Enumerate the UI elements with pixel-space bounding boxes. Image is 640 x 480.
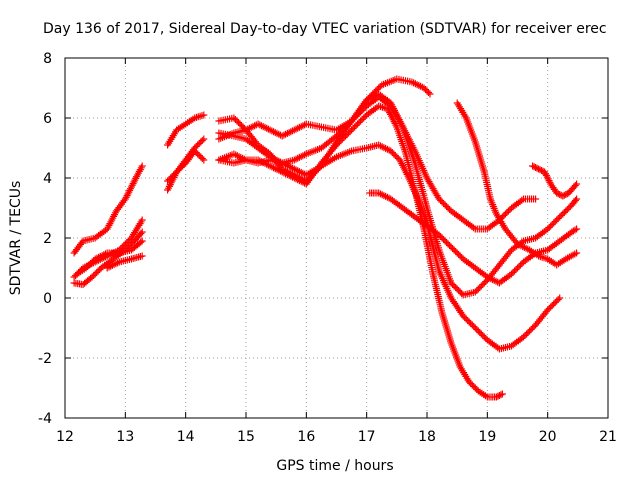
y-tick-label: 4 (43, 171, 52, 187)
x-tick-label: 21 (599, 429, 617, 445)
y-tick-label: 8 (43, 51, 52, 67)
grid (65, 58, 608, 418)
x-tick-label: 16 (297, 429, 315, 445)
y-tick-label: 0 (43, 291, 52, 307)
point-marker (366, 189, 581, 287)
chart-title: Day 136 of 2017, Sidereal Day-to-day VTE… (43, 21, 607, 37)
axis-ticks: 12 13 14 15 16 17 18 19 20 21 -4 -2 0 2 4 6 8 (38, 51, 617, 445)
x-tick-label: 15 (237, 429, 255, 445)
y-tick-label: -4 (38, 411, 52, 427)
series-arc-15 (453, 99, 581, 269)
series-arc-4 (73, 237, 146, 278)
series-arc-16 (529, 162, 581, 200)
point-marker (164, 147, 208, 185)
x-tick-label: 13 (116, 429, 134, 445)
x-tick-label: 12 (56, 429, 74, 445)
data-points (70, 75, 581, 401)
x-tick-label: 18 (418, 429, 436, 445)
plot-frame (64, 57, 609, 419)
point-marker (164, 111, 208, 149)
series-arc-6 (164, 111, 208, 149)
x-tick-label: 17 (358, 429, 376, 445)
point-marker (70, 162, 146, 257)
series-arc-11 (215, 90, 581, 299)
y-tick-label: 2 (43, 231, 52, 247)
point-marker (215, 102, 506, 401)
y-tick-label: 6 (43, 111, 52, 127)
x-tick-label: 19 (478, 429, 496, 445)
x-tick-label: 14 (177, 429, 195, 445)
series-arc-5 (103, 252, 146, 272)
point-marker (529, 162, 581, 200)
x-axis-label: GPS time / hours (276, 458, 393, 474)
y-tick-label: -2 (38, 351, 52, 367)
point-marker (73, 237, 146, 278)
series-arc-8 (164, 147, 208, 185)
series-arc-14 (366, 189, 581, 287)
point-marker (215, 90, 581, 299)
point-marker (103, 252, 146, 272)
y-axis-label: SDTVAR / TECUs (8, 181, 24, 296)
series-arc-13 (215, 102, 506, 401)
series-arc-1 (70, 162, 146, 257)
x-tick-label: 20 (539, 429, 557, 445)
point-marker (453, 99, 581, 269)
